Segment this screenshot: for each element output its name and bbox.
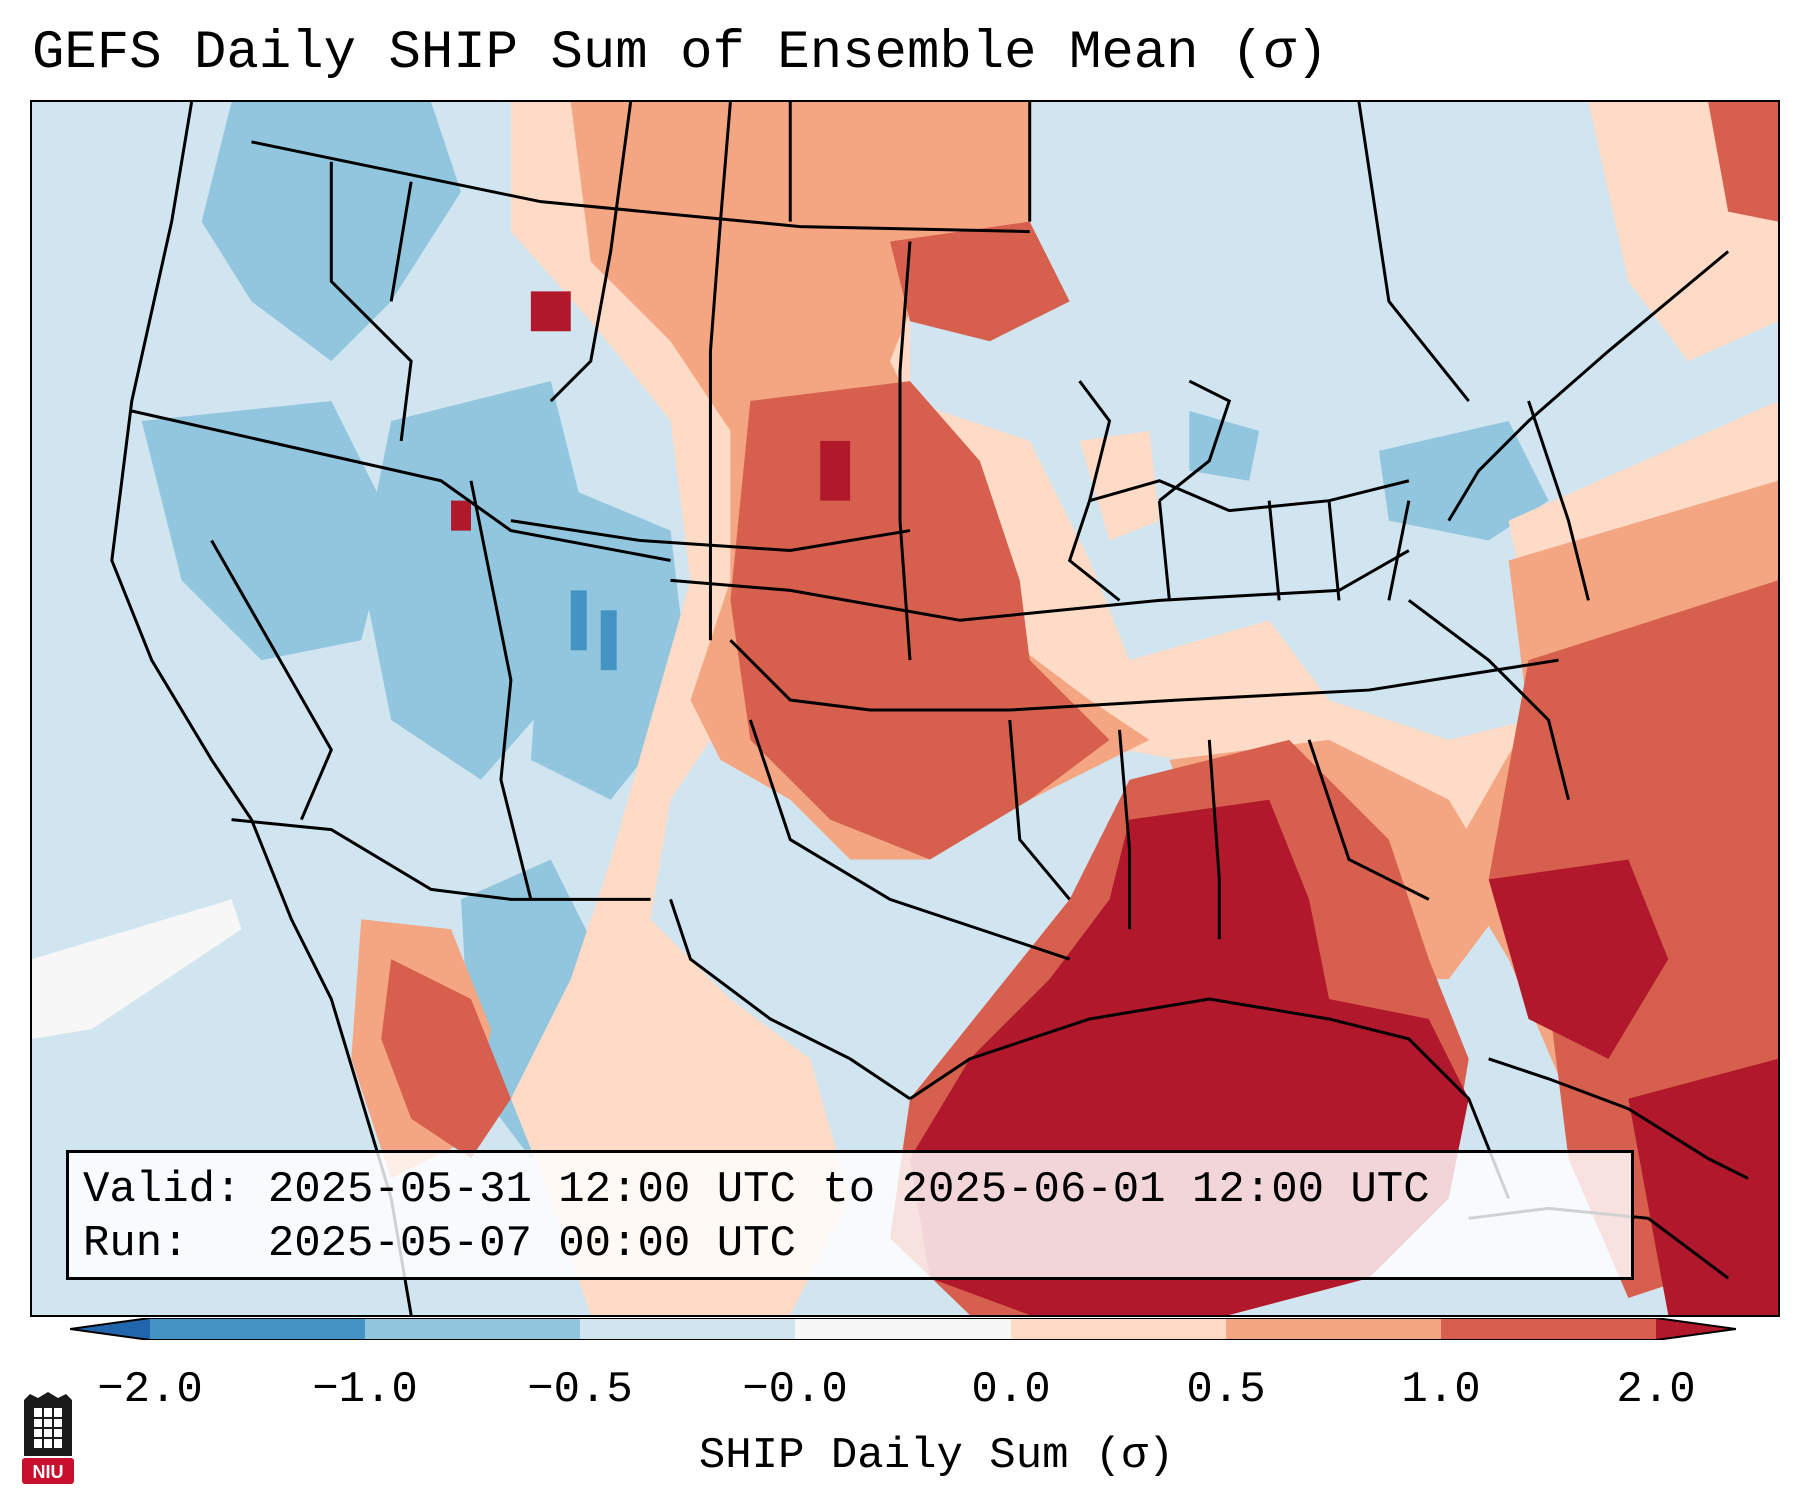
ship-anomaly-map (30, 100, 1780, 1317)
run-time-text: Run: 2025-05-07 00:00 UTC (83, 1219, 796, 1269)
political-boundaries (131, 102, 1730, 1199)
colorbar-bin (365, 1318, 580, 1340)
colorbar (70, 1318, 1736, 1340)
colorbar-bin (1441, 1318, 1656, 1340)
valid-time-text: Valid: 2025-05-31 12:00 UTC to 2025-06-0… (83, 1165, 1430, 1215)
colorbar-label: SHIP Daily Sum (σ) (0, 1428, 1803, 1484)
colorbar-label-text: SHIP Daily Sum (σ) (698, 1431, 1175, 1481)
colorbar-tick-label: 2.0 (1616, 1365, 1696, 1415)
colorbar-tick-label: −0.5 (527, 1365, 633, 1415)
map-title: GEFS Daily SHIP Sum of Ensemble Mean (σ) (32, 23, 1329, 84)
colorbar-tick-label: 0.5 (1186, 1365, 1266, 1415)
colorbar-tick-label: 1.0 (1401, 1365, 1481, 1415)
colorbar-bin (1226, 1318, 1441, 1340)
valid-run-info-box: Valid: 2025-05-31 12:00 UTC to 2025-06-0… (66, 1150, 1634, 1280)
colorbar-tick-labels: −2.0 −1.0 −0.5 −0.0 0.0 0.5 1.0 2.0 (0, 1362, 1803, 1418)
colorbar-tick-label: 0.0 (971, 1365, 1051, 1415)
colorbar-under-extension (70, 1318, 150, 1340)
colorbar-tick-label: −0.0 (742, 1365, 848, 1415)
map-canvas (32, 102, 1778, 1315)
colorbar-bin (795, 1318, 1011, 1340)
colorbar-over-extension (1656, 1318, 1736, 1340)
colorbar-bin (580, 1318, 795, 1340)
logo-text: NIU (33, 1462, 64, 1482)
colorbar-tick-label: −2.0 (97, 1365, 203, 1415)
colorbar-bin (150, 1318, 365, 1340)
niu-logo: NIU (22, 1392, 74, 1484)
colorbar-bin (1011, 1318, 1226, 1340)
colorbar-tick-label: −1.0 (312, 1365, 418, 1415)
